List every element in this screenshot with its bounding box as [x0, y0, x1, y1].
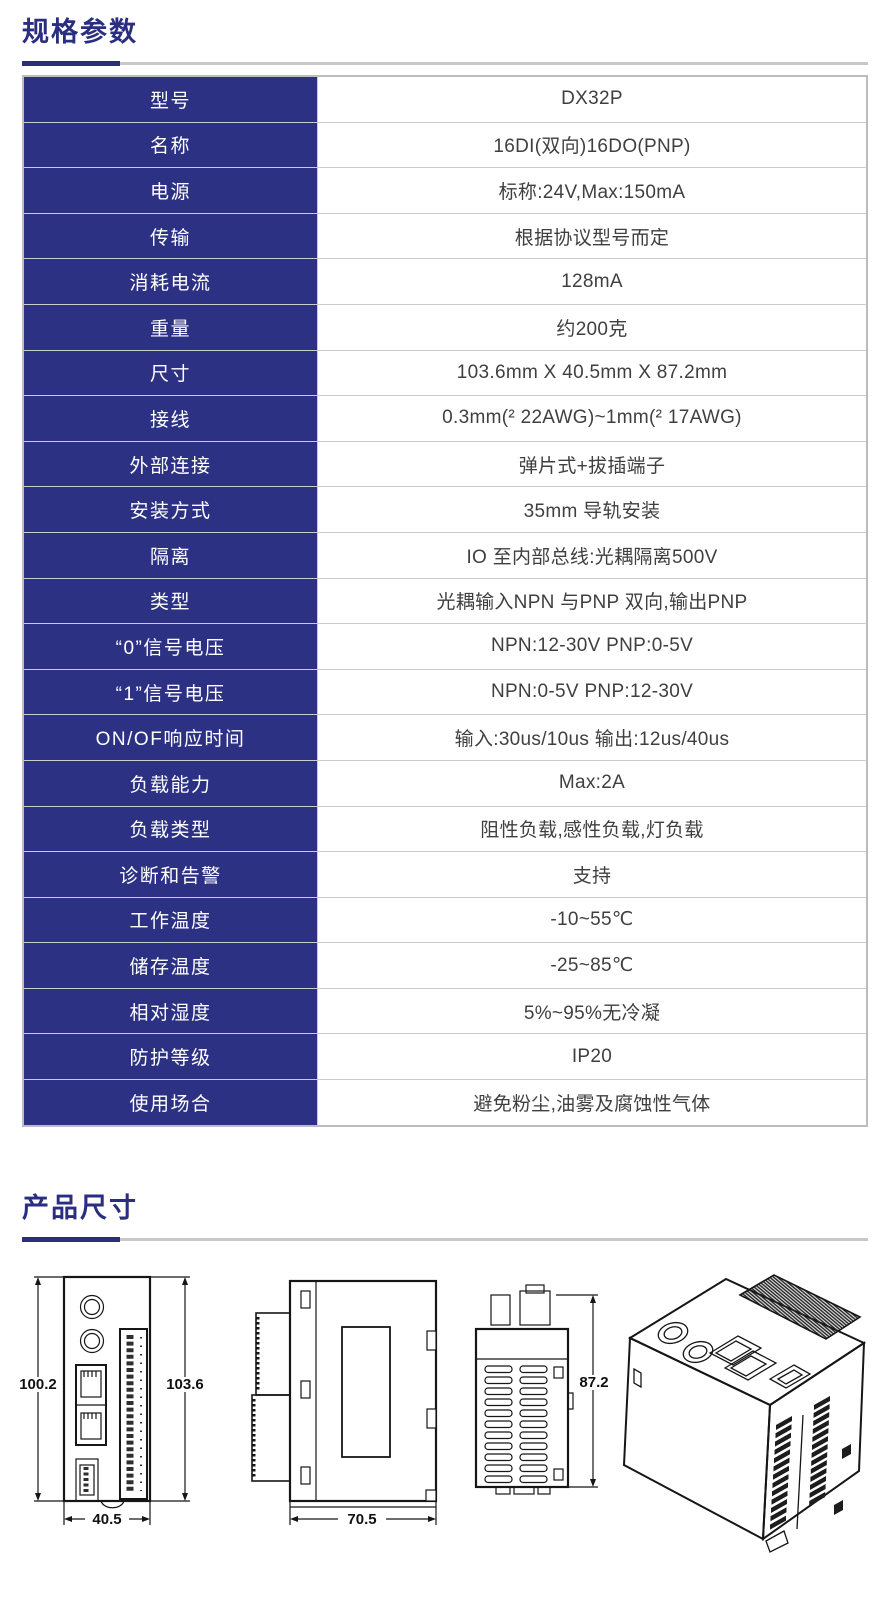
dim-label-top-height: 87.2 — [570, 1374, 618, 1390]
table-row: 安装方式 35mm 导轨安装 — [22, 486, 868, 533]
spec-value-cell: IO 至内部总线:光耦隔离500V — [317, 531, 868, 579]
table-row: 负载类型 阻性负载,感性负载,灯负载 — [22, 805, 868, 853]
front-view-drawing — [34, 1275, 190, 1525]
table-row: 消耗电流 128mA — [22, 258, 868, 305]
table-row: “1”信号电压 NPN:0-5V PNP:12-30V — [22, 668, 868, 716]
spec-label-cell: “1”信号电压 — [22, 668, 318, 716]
spec-value-cell: -25~85℃ — [317, 942, 868, 989]
spec-label-cell: 负载能力 — [22, 759, 318, 807]
spec-label-cell: 型号 — [22, 75, 318, 123]
spec-table: 型号 DX32P 名称 16DI(双向)16DO(PNP) 电源 标称:24V,Max… — [22, 75, 868, 1127]
spec-label-cell: 隔离 — [22, 531, 318, 579]
dimensions-section-title: 产品尺寸 — [22, 1192, 138, 1223]
spec-value-cell: 根据协议型号而定 — [317, 212, 868, 260]
spec-value-cell: 支持 — [317, 851, 868, 898]
spec-label-cell: 工作温度 — [22, 896, 318, 944]
spec-value-cell: 128mA — [317, 258, 868, 305]
spec-label-cell: “0”信号电压 — [22, 623, 318, 670]
table-row: 隔离 IO 至内部总线:光耦隔离500V — [22, 531, 868, 579]
spec-label-cell: 负载类型 — [22, 805, 318, 853]
table-row: 重量 约200克 — [22, 303, 868, 351]
spec-label-cell: 相对湿度 — [22, 987, 318, 1035]
table-row: 传输 根据协议型号而定 — [22, 212, 868, 260]
spec-label-cell: 外部连接 — [22, 440, 318, 488]
spec-value-cell: 5%~95%无冷凝 — [317, 987, 868, 1035]
top-view-drawing — [474, 1284, 598, 1495]
spec-value-cell: DX32P — [317, 75, 868, 123]
table-row: 尺寸 103.6mm X 40.5mm X 87.2mm — [22, 349, 868, 397]
spec-value-cell: NPN:0-5V PNP:12-30V — [317, 668, 868, 716]
dim-label-front-width: 40.5 — [85, 1511, 129, 1527]
table-row: ON/OF响应时间 输入:30us/10us 输出:12us/40us — [22, 714, 868, 761]
spec-label-cell: 尺寸 — [22, 349, 318, 397]
table-row: 电源 标称:24V,Max:150mA — [22, 167, 868, 214]
table-row: 使用场合 避免粉尘,油雾及腐蚀性气体 — [22, 1079, 868, 1127]
figure-side-view: 70.5 — [238, 1269, 443, 1537]
table-row: 外部连接 弹片式+拔插端子 — [22, 440, 868, 488]
dim-label-front-height-right: 103.6 — [162, 1376, 208, 1392]
spec-label-cell: 安装方式 — [22, 486, 318, 533]
spec-label-cell: 接线 — [22, 395, 318, 442]
side-view-drawing — [251, 1279, 438, 1525]
spec-value-cell: 阻性负载,感性负载,灯负载 — [317, 805, 868, 853]
dimension-figures: 100.2 103.6 40.5 — [0, 1253, 891, 1555]
spec-value-cell: NPN:12-30V PNP:0-5V — [317, 623, 868, 670]
dimensions-title-underline — [22, 1236, 868, 1242]
table-row: 防护等级 IP20 — [22, 1033, 868, 1081]
spec-value-cell: 35mm 导轨安装 — [317, 486, 868, 533]
table-row: 诊断和告警 支持 — [22, 851, 868, 898]
isometric-view-drawing — [622, 1273, 867, 1553]
spec-label-cell: 电源 — [22, 167, 318, 214]
dim-label-side-depth: 70.5 — [338, 1511, 386, 1527]
spec-value-cell: 0.3mm(² 22AWG)~1mm(² 17AWG) — [317, 395, 868, 442]
spec-value-cell: 避免粉尘,油雾及腐蚀性气体 — [317, 1079, 868, 1127]
underline-accent — [22, 61, 120, 66]
dim-label-front-height-left: 100.2 — [18, 1375, 58, 1393]
spec-value-cell: 输入:30us/10us 输出:12us/40us — [317, 714, 868, 761]
spec-value-cell: IP20 — [317, 1033, 868, 1081]
spec-value-cell: 约200克 — [317, 303, 868, 351]
underline-accent — [22, 1236, 120, 1242]
spec-value-cell: 弹片式+拔插端子 — [317, 440, 868, 488]
spec-label-cell: 诊断和告警 — [22, 851, 318, 898]
specs-section-title: 规格参数 — [22, 17, 138, 47]
figure-front-view: 100.2 103.6 40.5 — [18, 1269, 208, 1537]
table-row: 类型 光耦输入NPN 与PNP 双向,输出PNP — [22, 577, 868, 625]
spec-label-cell: 防护等级 — [22, 1033, 318, 1081]
table-row: 负载能力 Max:2A — [22, 759, 868, 807]
table-row: 接线 0.3mm(² 22AWG)~1mm(² 17AWG) — [22, 395, 868, 442]
specs-title-underline — [22, 61, 868, 66]
spec-label-cell: 使用场合 — [22, 1079, 318, 1127]
table-row: 型号 DX32P — [22, 75, 868, 123]
spec-value-cell: 标称:24V,Max:150mA — [317, 167, 868, 214]
table-row: 名称 16DI(双向)16DO(PNP) — [22, 121, 868, 169]
dimensions-section: 产品尺寸 — [0, 1191, 891, 1242]
spec-label-cell: 重量 — [22, 303, 318, 351]
table-row: “0”信号电压 NPN:12-30V PNP:0-5V — [22, 623, 868, 670]
table-row: 工作温度 -10~55℃ — [22, 896, 868, 944]
spec-label-cell: 传输 — [22, 212, 318, 260]
spec-value-cell: Max:2A — [317, 759, 868, 807]
spec-value-cell: 16DI(双向)16DO(PNP) — [317, 121, 868, 169]
figure-top-view: 87.2 — [468, 1281, 643, 1511]
specs-section: 规格参数 型号 DX32P 名称 16DI(双向)16DO(PNP) 电源 标称:24… — [22, 17, 868, 1127]
spec-label-cell: 名称 — [22, 121, 318, 169]
table-row: 相对湿度 5%~95%无冷凝 — [22, 987, 868, 1035]
spec-label-cell: 储存温度 — [22, 942, 318, 989]
table-row: 储存温度 -25~85℃ — [22, 942, 868, 989]
spec-value-cell: -10~55℃ — [317, 896, 868, 944]
spec-label-cell: ON/OF响应时间 — [22, 714, 318, 761]
spec-label-cell: 类型 — [22, 577, 318, 625]
spec-label-cell: 消耗电流 — [22, 258, 318, 305]
spec-value-cell: 103.6mm X 40.5mm X 87.2mm — [317, 349, 868, 397]
figure-isometric-view — [618, 1253, 883, 1553]
spec-value-cell: 光耦输入NPN 与PNP 双向,输出PNP — [317, 577, 868, 625]
